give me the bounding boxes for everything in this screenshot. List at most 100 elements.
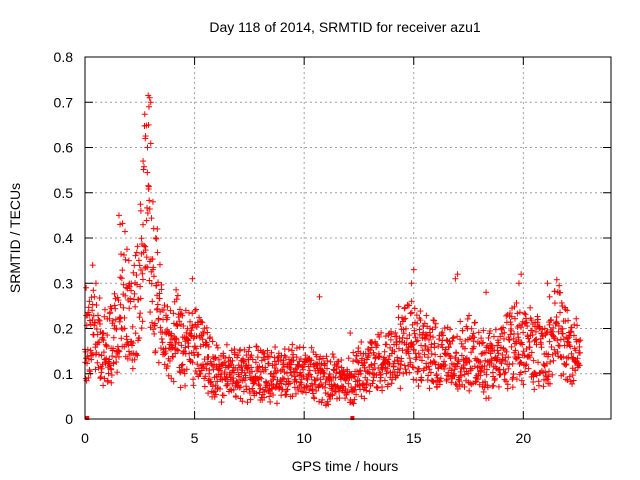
data-point bbox=[140, 221, 147, 228]
data-point bbox=[563, 342, 570, 349]
data-point bbox=[180, 322, 187, 329]
data-point bbox=[279, 375, 286, 382]
data-point bbox=[187, 318, 194, 325]
data-point bbox=[413, 377, 420, 384]
data-point bbox=[387, 336, 394, 343]
data-point bbox=[149, 256, 156, 263]
data-point bbox=[86, 311, 93, 318]
data-point bbox=[174, 292, 181, 299]
data-point bbox=[392, 329, 399, 336]
data-point bbox=[439, 332, 446, 339]
data-point bbox=[118, 335, 125, 342]
data-point bbox=[199, 336, 206, 343]
data-point bbox=[113, 326, 120, 333]
x-tick-label: 10 bbox=[296, 430, 312, 446]
data-point bbox=[513, 340, 520, 347]
data-point bbox=[572, 347, 579, 354]
data-point bbox=[115, 297, 122, 304]
data-point bbox=[133, 272, 140, 279]
data-point bbox=[117, 301, 124, 308]
data-point bbox=[261, 394, 268, 401]
data-point bbox=[141, 163, 148, 170]
data-point bbox=[508, 327, 515, 334]
data-point bbox=[247, 396, 254, 403]
data-point bbox=[138, 235, 145, 242]
data-point bbox=[466, 387, 473, 394]
data-point bbox=[148, 280, 155, 287]
data-point bbox=[365, 350, 372, 357]
data-point bbox=[433, 371, 440, 378]
data-point bbox=[336, 395, 343, 402]
data-point bbox=[257, 368, 264, 375]
data-point bbox=[84, 353, 91, 360]
data-points bbox=[81, 92, 584, 420]
data-point bbox=[164, 303, 171, 310]
data-point bbox=[498, 360, 505, 367]
data-point bbox=[277, 356, 284, 363]
data-point bbox=[532, 328, 539, 335]
y-axis-label: SRMTID / TECUs bbox=[7, 183, 23, 293]
data-point bbox=[345, 355, 352, 362]
data-point bbox=[218, 399, 225, 406]
data-point bbox=[508, 343, 515, 350]
data-point bbox=[482, 357, 489, 364]
data-point bbox=[377, 374, 384, 381]
data-point bbox=[144, 210, 151, 217]
data-point bbox=[173, 346, 180, 353]
data-point bbox=[338, 364, 345, 371]
data-point bbox=[566, 373, 573, 380]
data-point bbox=[289, 393, 296, 400]
data-point bbox=[367, 340, 374, 347]
data-point bbox=[213, 342, 220, 349]
data-point bbox=[560, 353, 567, 360]
data-point bbox=[226, 354, 233, 361]
data-point bbox=[190, 382, 197, 389]
data-point bbox=[533, 336, 540, 343]
data-point bbox=[146, 197, 153, 204]
data-point bbox=[361, 359, 368, 366]
data-point bbox=[324, 365, 331, 372]
data-point bbox=[417, 317, 424, 324]
data-point bbox=[209, 383, 216, 390]
data-point bbox=[92, 366, 99, 373]
data-point bbox=[395, 303, 402, 310]
data-point bbox=[113, 359, 120, 366]
data-point bbox=[385, 356, 392, 363]
data-point bbox=[168, 375, 175, 382]
data-point bbox=[338, 357, 345, 364]
data-point bbox=[271, 374, 278, 381]
data-point bbox=[285, 346, 292, 353]
data-point bbox=[125, 257, 132, 264]
data-point bbox=[239, 398, 246, 405]
data-point bbox=[244, 366, 251, 373]
data-point bbox=[96, 339, 103, 346]
data-point bbox=[535, 382, 542, 389]
data-point bbox=[329, 392, 336, 399]
data-point bbox=[511, 303, 518, 310]
data-point bbox=[146, 277, 153, 284]
data-point bbox=[478, 350, 485, 357]
data-point bbox=[409, 342, 416, 349]
data-point bbox=[170, 310, 177, 317]
data-point bbox=[459, 327, 466, 334]
data-point bbox=[85, 374, 92, 381]
data-point bbox=[281, 352, 288, 359]
data-point bbox=[282, 354, 289, 361]
data-point bbox=[425, 354, 432, 361]
data-point bbox=[426, 385, 433, 392]
data-point bbox=[238, 364, 245, 371]
data-point bbox=[500, 335, 507, 342]
data-point bbox=[401, 362, 408, 369]
data-point bbox=[408, 298, 415, 305]
data-point bbox=[165, 328, 172, 335]
data-point bbox=[470, 338, 477, 345]
data-point bbox=[397, 385, 404, 392]
data-point bbox=[483, 366, 490, 373]
data-point bbox=[203, 365, 210, 372]
data-point bbox=[500, 324, 507, 331]
data-point bbox=[391, 358, 398, 365]
data-point bbox=[280, 364, 287, 371]
data-point bbox=[374, 342, 381, 349]
data-point bbox=[249, 368, 256, 375]
